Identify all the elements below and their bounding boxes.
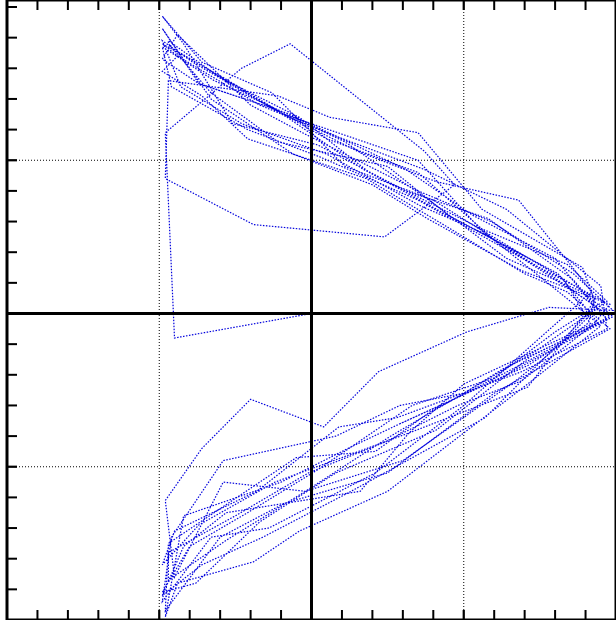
grid <box>7 0 616 620</box>
axes <box>7 0 616 620</box>
data-series-line <box>160 15 615 618</box>
ticks <box>7 0 587 620</box>
data-series <box>160 15 615 618</box>
plot-frame <box>5 0 616 620</box>
